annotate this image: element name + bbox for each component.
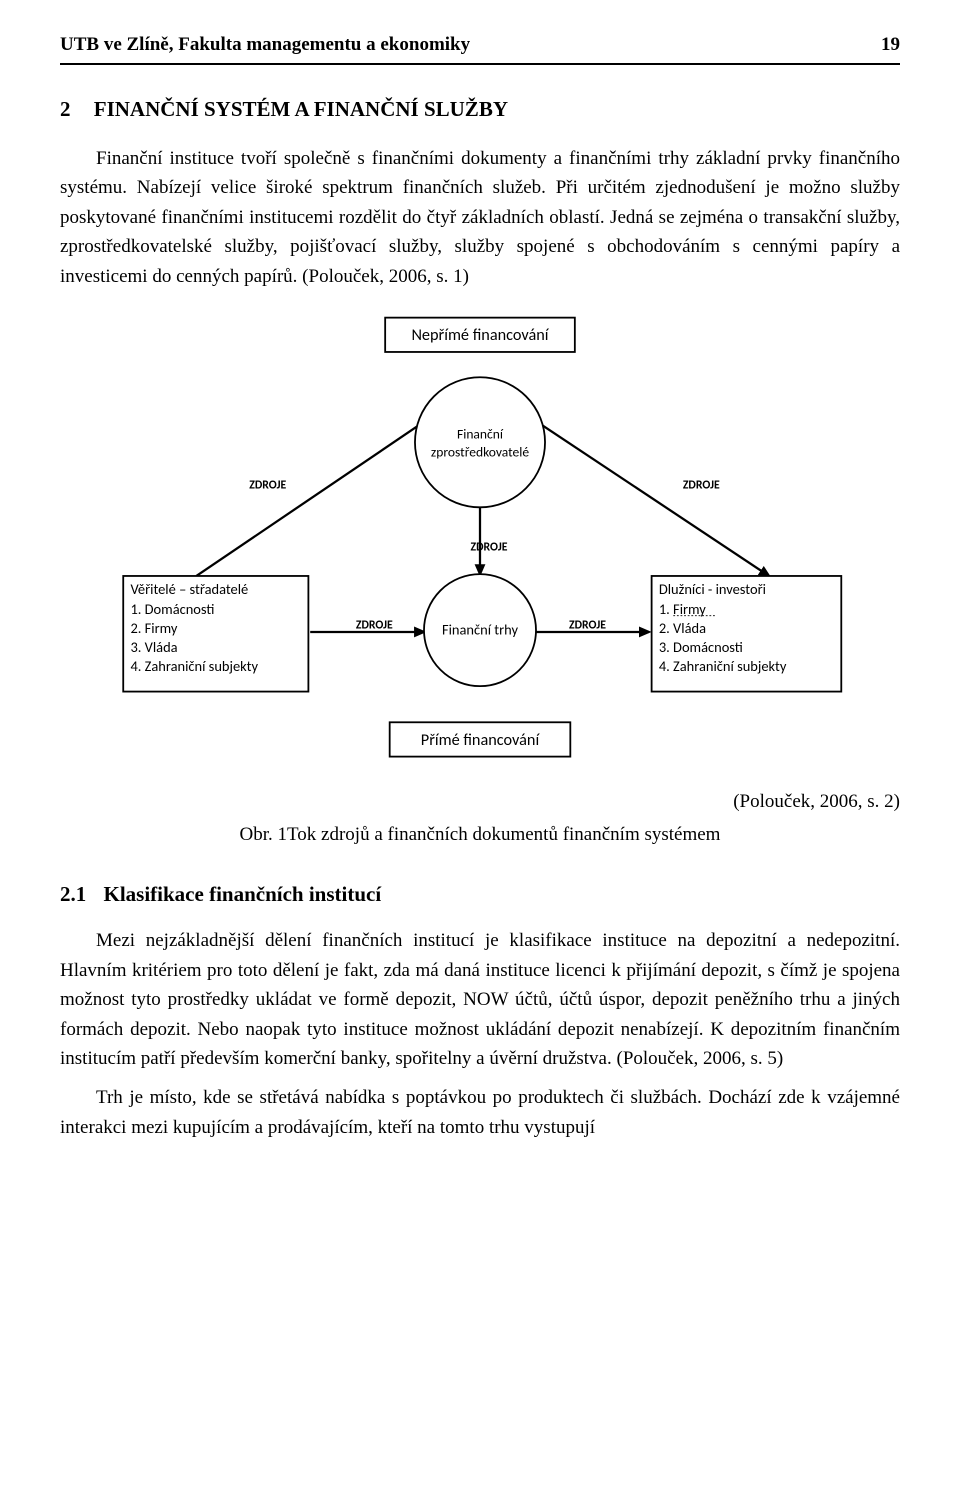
svg-text:1. Domácnosti: 1. Domácnosti — [130, 600, 214, 618]
svg-text:Věřitelé – střadatelé: Věřitelé – střadatelé — [130, 580, 248, 598]
svg-text:Dlužníci - investoři: Dlužníci - investoři — [659, 580, 766, 598]
svg-text:ZDROJE: ZDROJE — [569, 619, 606, 633]
svg-text:2. Vláda: 2. Vláda — [659, 619, 706, 637]
subsection-paragraph-2: Trh je místo, kde se střetává nabídka s … — [60, 1083, 900, 1142]
svg-text:Finanční trhy: Finanční trhy — [442, 621, 518, 639]
section-number: 2 — [60, 93, 71, 126]
svg-text:1. Firmy: 1. Firmy — [659, 600, 706, 618]
page-header: UTB ve Zlíně, Fakulta managementu a ekon… — [60, 30, 900, 65]
subsection-heading: 2.1 Klasifikace finančních institucí — [60, 878, 900, 911]
section-paragraph-1: Finanční instituce tvoří společně s fina… — [60, 144, 900, 291]
svg-text:Finanční: Finanční — [457, 426, 504, 443]
svg-text:4. Zahraniční subjekty: 4. Zahraniční subjekty — [659, 657, 787, 675]
section-heading: 2 FINANČNÍ SYSTÉM A FINANČNÍ SLUŽBY — [60, 93, 900, 126]
svg-text:ZDROJE: ZDROJE — [683, 479, 720, 493]
svg-text:2. Firmy: 2. Firmy — [130, 619, 177, 637]
header-institution: UTB ve Zlíně, Fakulta managementu a ekon… — [60, 30, 470, 59]
svg-text:Přímé financování: Přímé financování — [421, 731, 541, 750]
svg-text:3. Domácnosti: 3. Domácnosti — [659, 638, 743, 656]
svg-text:ZDROJE: ZDROJE — [356, 619, 393, 633]
svg-text:ZDROJE: ZDROJE — [249, 479, 286, 493]
financial-system-diagram: ZDROJE ZDROJE ZDROJE ZDROJE ZDROJE Nepřímé fi… — [60, 305, 900, 775]
svg-text:4. Zahraniční subjekty: 4. Zahraniční subjekty — [130, 657, 258, 675]
subsection-number: 2.1 — [60, 878, 86, 911]
svg-text:Nepřímé financování: Nepřímé financování — [411, 326, 549, 345]
header-page-number: 19 — [881, 30, 900, 59]
section-title-text: FINANČNÍ SYSTÉM A FINANČNÍ SLUŽBY — [94, 97, 508, 121]
svg-text:3. Vláda: 3. Vláda — [130, 638, 177, 656]
figure-caption: Obr. 1Tok zdrojů a finančních dokumentů … — [60, 820, 900, 849]
figure-citation: (Polouček, 2006, s. 2) — [60, 787, 900, 816]
svg-text:zprostředkovatelé: zprostředkovatelé — [431, 444, 529, 461]
subsection-title-text: Klasifikace finančních institucí — [104, 882, 382, 906]
svg-text:ZDROJE: ZDROJE — [471, 541, 508, 555]
subsection-paragraph-1: Mezi nejzákladnější dělení finančních in… — [60, 926, 900, 1073]
